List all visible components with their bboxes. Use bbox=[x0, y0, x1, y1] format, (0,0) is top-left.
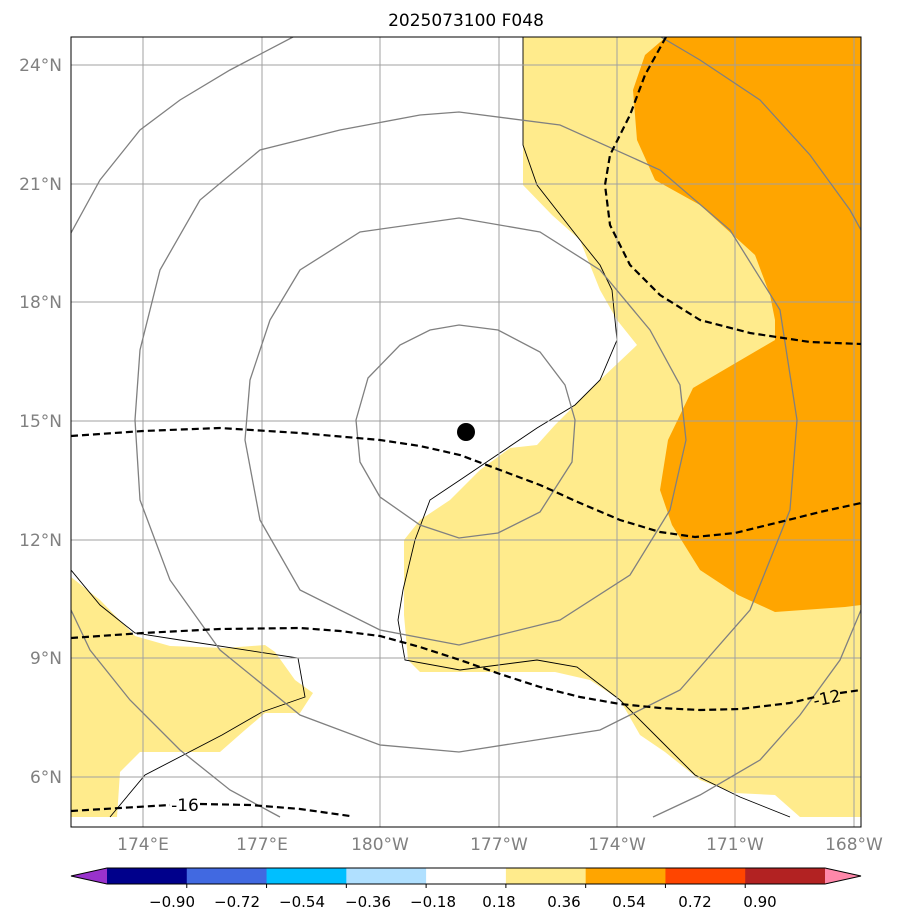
colorbar-segment bbox=[665, 868, 746, 884]
lon-label: 171°W bbox=[706, 835, 764, 855]
lon-label: 177°W bbox=[470, 835, 528, 855]
dashed-contour-north bbox=[603, 37, 861, 346]
colorbar-segment bbox=[426, 868, 507, 884]
lat-label: 18°N bbox=[19, 293, 62, 313]
map-frame bbox=[70, 36, 862, 828]
colorbar-label: −0.72 bbox=[214, 893, 260, 911]
latitude-labels: 24°N 21°N 18°N 15°N 12°N 9°N 6°N bbox=[19, 56, 62, 788]
colorbar-label: 0.90 bbox=[743, 893, 776, 911]
colorbar-segment bbox=[346, 868, 427, 884]
contour-ring-4-southeast bbox=[652, 609, 861, 818]
contour-ring-2 bbox=[244, 217, 687, 646]
lon-label: 174°E bbox=[117, 835, 169, 855]
colorbar-segment bbox=[266, 868, 347, 884]
lat-label: 24°N bbox=[19, 56, 62, 76]
pressure-contours bbox=[71, 37, 861, 818]
colorbar-segment bbox=[745, 868, 826, 884]
colorbar-label: −0.90 bbox=[149, 893, 195, 911]
colorbar-label: −0.54 bbox=[279, 893, 325, 911]
colorbar: −0.90 −0.72 −0.54 −0.36 −0.18 0.18 0.36 … bbox=[70, 867, 862, 911]
colorbar-extend-high bbox=[825, 868, 861, 884]
graticule bbox=[71, 37, 861, 827]
dashed-contour-south-east bbox=[839, 688, 861, 695]
contour-ring-4 bbox=[71, 37, 294, 234]
colorbar-extend-low bbox=[71, 868, 107, 884]
coastline bbox=[71, 37, 791, 818]
dashed-contour-bottom bbox=[71, 803, 171, 813]
dashed-contour-middle bbox=[71, 426, 861, 539]
dashed-contour-bottom-2 bbox=[199, 802, 351, 818]
colorbar-segment bbox=[505, 868, 587, 884]
anomaly-fill-medium bbox=[633, 37, 861, 612]
lat-label: 12°N bbox=[19, 531, 62, 551]
contour-ring-4-southwest bbox=[71, 609, 281, 818]
colorbar-label: 0.36 bbox=[547, 893, 580, 911]
map-title: 2025073100 F048 bbox=[388, 11, 544, 31]
lon-label: 174°W bbox=[588, 835, 646, 855]
colorbar-label: 0.18 bbox=[482, 893, 515, 911]
colorbar-label: −0.18 bbox=[410, 893, 456, 911]
colorbar-segments bbox=[71, 868, 861, 884]
colorbar-segment bbox=[186, 868, 268, 884]
longitude-labels: 174°E 177°E 180°W 177°W 174°W 171°W 168°… bbox=[117, 835, 883, 855]
colorbar-label: −0.36 bbox=[345, 893, 391, 911]
contour-label-minus-16: -16 bbox=[171, 796, 199, 816]
lat-label: 6°N bbox=[30, 768, 62, 788]
lon-label: 177°E bbox=[236, 835, 288, 855]
lat-label: 15°N bbox=[19, 412, 62, 432]
lat-label: 21°N bbox=[19, 175, 62, 195]
colorbar-ticks bbox=[186, 884, 746, 888]
colorbar-label: 0.54 bbox=[612, 893, 645, 911]
lon-label: 180°W bbox=[351, 835, 409, 855]
contour-ring-3 bbox=[134, 111, 798, 753]
colorbar-label: 0.72 bbox=[678, 893, 711, 911]
lon-label: 168°W bbox=[825, 835, 883, 855]
contour-ring-1 bbox=[355, 324, 576, 539]
colorbar-outline bbox=[70, 867, 862, 885]
colorbar-segment bbox=[585, 868, 666, 884]
dashed-contour-south bbox=[71, 626, 816, 712]
dashed-contours bbox=[71, 37, 861, 818]
lat-label: 9°N bbox=[30, 649, 62, 669]
map-plot-area: -16 -12 bbox=[71, 37, 861, 827]
colorbar-labels: −0.90 −0.72 −0.54 −0.36 −0.18 0.18 0.36 … bbox=[149, 893, 777, 911]
contour-ring-4-east bbox=[660, 37, 861, 231]
fill-region-west-land bbox=[71, 577, 313, 817]
colorbar-segment bbox=[107, 868, 188, 884]
storm-center-marker bbox=[457, 423, 475, 441]
